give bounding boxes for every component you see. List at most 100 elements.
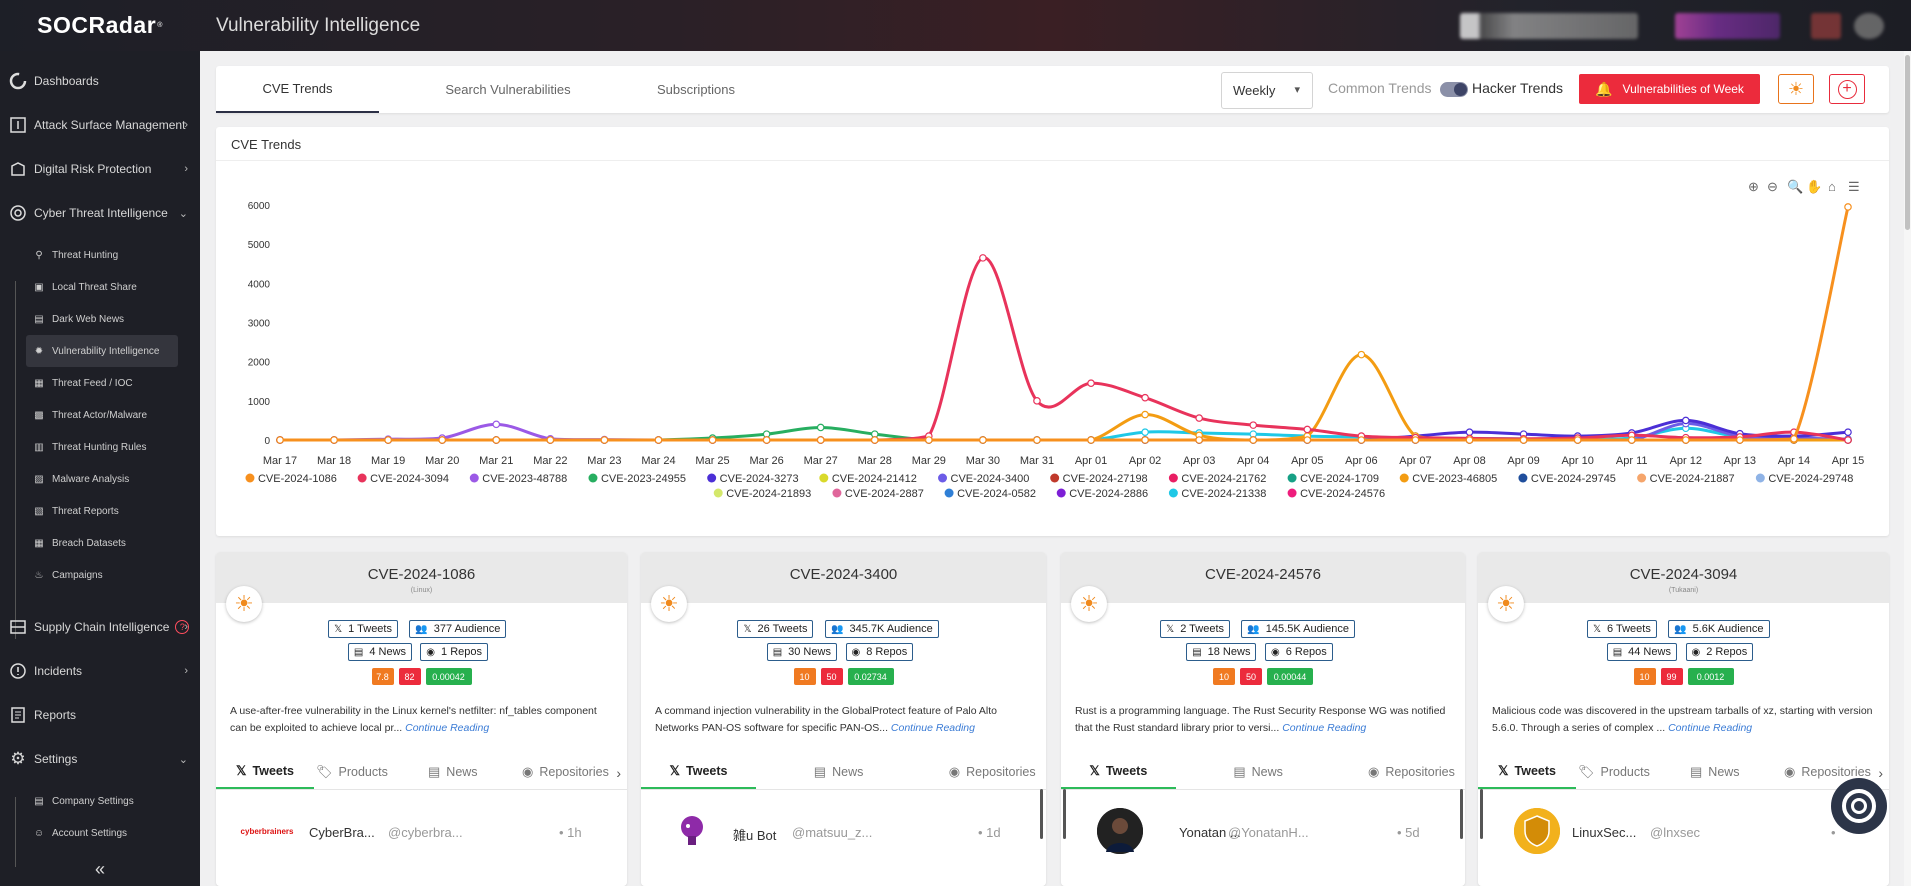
data-point[interactable] [1195,436,1203,444]
tweet-author-name[interactable]: 雑u Bot [733,828,777,843]
bug-filter-button[interactable]: ☀ [1778,74,1814,104]
zoom-out-icon[interactable]: ⊖ [1767,179,1778,194]
sidebar-item-threat-hunting-rules[interactable]: ▥ Threat Hunting Rules [0,431,200,463]
continue-reading-link[interactable]: Continue Reading [405,722,490,734]
news-chip[interactable]: ▤ 44 News [1606,643,1677,661]
tweets-chip[interactable]: 𝕏 1 Tweets [328,620,398,638]
card-scrollbar[interactable] [1480,789,1483,839]
pan-icon[interactable]: ✋ [1806,179,1823,194]
tweet-author-name[interactable]: LinuxSec... [1572,825,1637,840]
continue-reading-link[interactable]: Continue Reading [1282,722,1367,734]
avatar[interactable]: cyberbrainers [241,808,293,854]
sidebar-item-local-threat-share[interactable]: ▣ Local Threat Share [0,271,200,303]
continue-reading-link[interactable]: Continue Reading [1668,722,1753,734]
data-point[interactable] [816,436,825,444]
tweet-author-handle[interactable]: @lnxsec [1650,825,1701,840]
cve-id[interactable]: CVE-2024-3094 [1629,566,1738,583]
card-tab-news[interactable]: ▤ News [428,755,478,789]
legend-label[interactable]: CVE-2024-2887 [845,488,924,500]
hacker-trends-label[interactable]: Hacker Trends [1472,80,1564,96]
tweets-chip[interactable]: 𝕏 2 Tweets [1160,620,1231,638]
continue-reading-link[interactable]: Continue Reading [890,722,975,734]
cve-card[interactable]: CVE-2024-3400 ☀ 𝕏 26 Tweets 👥 345.7K Audience… [641,552,1046,886]
data-point[interactable] [1790,435,1798,443]
data-point[interactable] [1465,436,1474,444]
help-icon[interactable]: ? [175,620,190,634]
legend-label[interactable]: CVE-2024-27198 [1063,473,1148,485]
tweets-chip[interactable]: 𝕏 6 Tweets [1586,620,1657,638]
cve-id[interactable]: CVE-2024-1086 [367,566,476,583]
card-tab-tweets[interactable]: 𝕏 Tweets [1478,755,1576,789]
blurred-notification-icon[interactable] [1811,13,1841,39]
page-scrollbar[interactable] [1904,51,1911,886]
card-scrollbar[interactable] [1040,789,1043,839]
data-point[interactable] [492,420,501,429]
sidebar-item-cti[interactable]: Cyber Threat Intelligence ⌄ [0,191,200,235]
sidebar-item-incidents[interactable]: Incidents › [0,649,200,693]
sidebar-item-settings[interactable]: ⚙ Settings ⌄ [0,737,200,781]
audience-chip[interactable]: 👥 145.5K Audience [1241,620,1355,638]
scrollbar-thumb[interactable] [1905,55,1910,230]
data-point[interactable] [708,436,717,444]
legend-label[interactable]: CVE-2024-21338 [1181,488,1266,500]
sidebar-item-supply-chain[interactable]: Supply Chain Intelligence ? › [0,605,200,649]
sidebar-item-campaigns[interactable]: ♨ Campaigns [0,559,200,591]
data-point[interactable] [1033,397,1041,405]
sidebar-item-malware-analysis[interactable]: ▨ Malware Analysis [0,463,200,495]
data-point[interactable] [1141,410,1149,419]
legend-label[interactable]: CVE-2024-0582 [957,488,1036,500]
data-point[interactable] [1357,436,1366,444]
data-point[interactable] [870,436,879,444]
card-tab-repositories[interactable]: ◉ Repositories [949,755,1036,789]
tab-search-vulnerabilities[interactable]: Search Vulnerabilities [445,82,571,97]
data-point[interactable] [1736,436,1744,444]
cve-id[interactable]: CVE-2024-24576 [1205,566,1321,583]
blurred-company-selector[interactable] [1460,13,1638,39]
data-point[interactable] [816,423,825,432]
legend-label[interactable]: CVE-2024-21412 [832,473,917,485]
data-point[interactable] [654,436,663,444]
sidebar-item-attack-surface[interactable]: Attack Surface Management › [0,103,200,147]
legend-label[interactable]: CVE-2024-3273 [720,473,799,485]
common-trends-label[interactable]: Common Trends [1328,80,1432,96]
data-point[interactable] [1141,436,1149,444]
tab-subscriptions[interactable]: Subscriptions [656,82,736,97]
sidebar-item-threat-feed-ioc[interactable]: ▦ Threat Feed / IOC [0,367,200,399]
data-point[interactable] [1357,350,1366,359]
data-point[interactable] [438,436,447,444]
card-tab-repositories[interactable]: ◉ Repositories [522,755,609,789]
data-point[interactable] [925,436,933,444]
collapse-sidebar-button[interactable]: « [94,858,105,879]
data-point[interactable] [330,436,338,444]
tweet-author-handle[interactable]: @matsuu_z... [792,825,873,840]
sidebar-item-digital-risk[interactable]: Digital Risk Protection › [0,147,200,191]
legend-label[interactable]: CVE-2024-2886 [1069,488,1148,500]
series-line-CVE-2024-1086[interactable] [280,206,1850,442]
data-point[interactable] [1465,428,1474,436]
sidebar-item-threat-hunting[interactable]: ⚲ Threat Hunting [0,239,200,271]
cve-card[interactable]: CVE-2024-24576 ☀ 𝕏 2 Tweets 👥 145.5K Audience… [1061,552,1465,886]
card-tab-tweets[interactable]: 𝕏 Tweets [216,755,314,789]
data-point[interactable] [546,436,555,444]
sidebar-item-company-settings[interactable]: ▤ Company Settings [0,785,200,817]
chevron-right-icon[interactable]: › [1878,765,1883,781]
sidebar-item-threat-actor-malware[interactable]: ▩ Threat Actor/Malware [0,399,200,431]
blurred-avatar[interactable] [1854,13,1884,39]
period-select[interactable]: Weekly ▾ [1221,72,1313,109]
series-line-CVE-2024-3400[interactable] [280,422,1849,442]
data-point[interactable] [1573,436,1582,444]
data-point[interactable] [1087,379,1095,388]
legend-label[interactable]: CVE-2024-21887 [1650,473,1735,485]
avatar[interactable] [1514,808,1560,854]
sidebar-item-breach-datasets[interactable]: ▦ Breach Datasets [0,527,200,559]
zoom-select-icon[interactable]: 🔍 [1787,179,1804,194]
tab-cve-trends[interactable]: CVE Trends [216,66,379,113]
card-tab-tweets[interactable]: 𝕏 Tweets [641,755,756,789]
data-point[interactable] [1411,436,1420,444]
tweet-author-name[interactable]: Yonatan ... [1179,825,1241,840]
repos-chip[interactable]: ◉ 1 Repos [420,643,489,661]
data-point[interactable] [492,436,501,444]
legend-label[interactable]: CVE-2024-1086 [258,473,337,485]
data-point[interactable] [1681,436,1690,444]
legend-label[interactable]: CVE-2024-29748 [1768,473,1853,485]
